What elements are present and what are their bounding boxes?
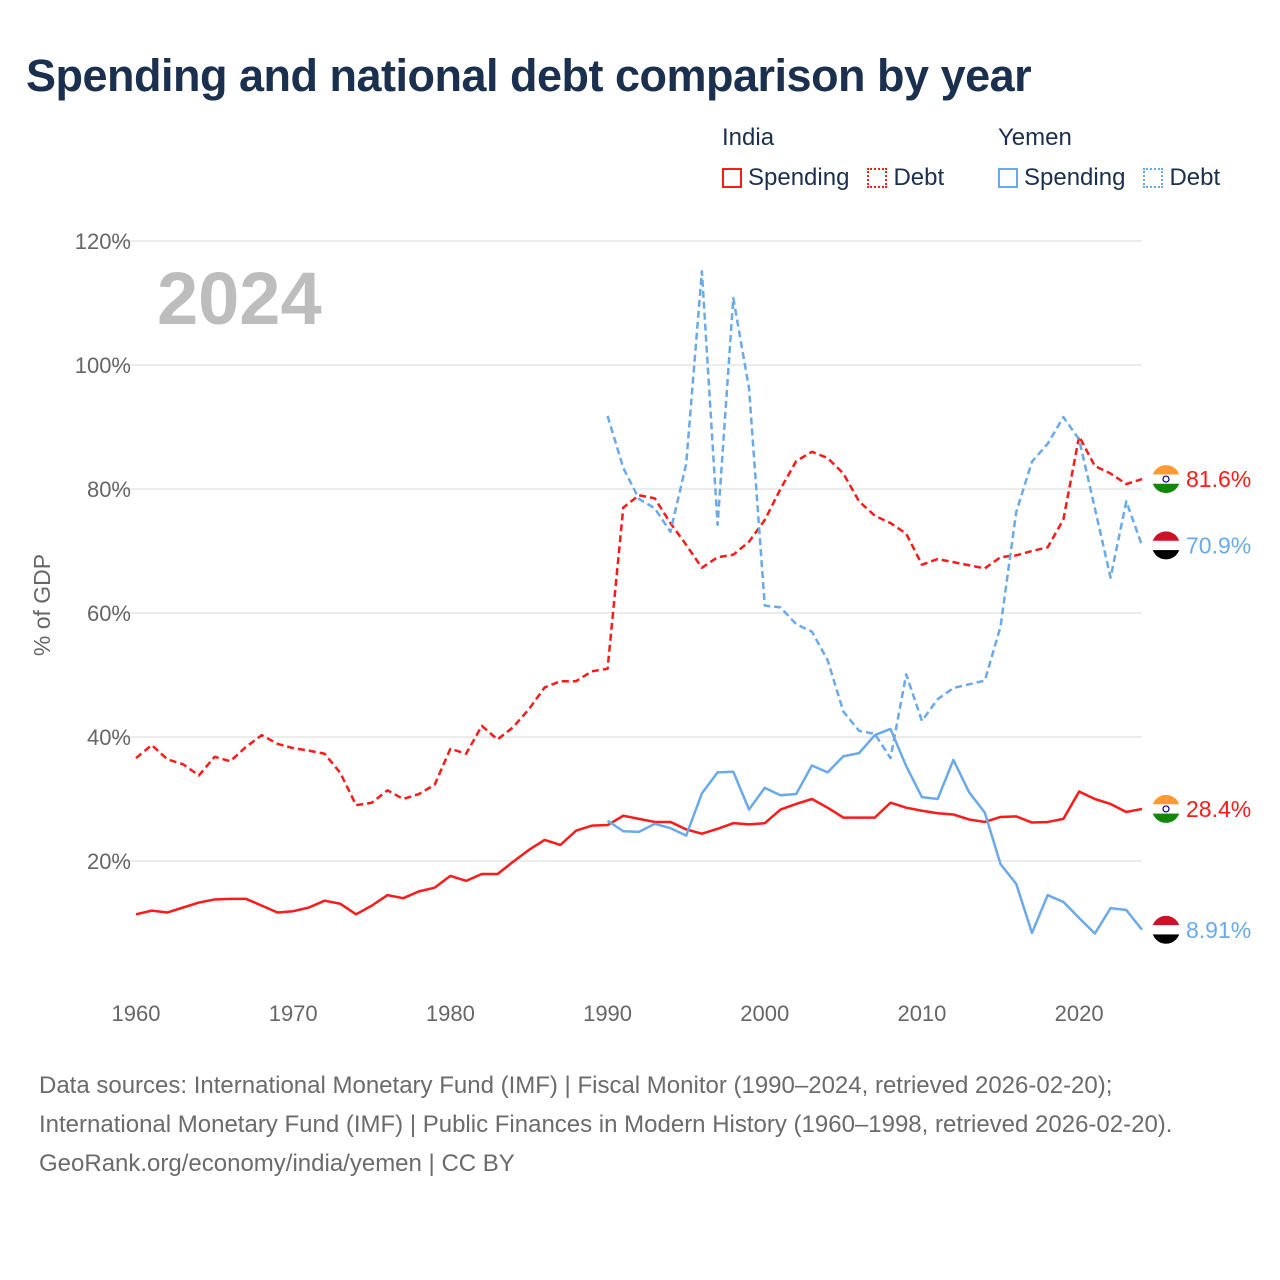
y-tick-label: 120% <box>75 229 131 254</box>
flag-stripe <box>1152 915 1180 926</box>
legend-country-yemen: Yemen <box>998 124 1072 151</box>
series-line-yemen-debt <box>606 270 1144 760</box>
chakra-icon <box>1162 475 1170 483</box>
x-tick-label: 2010 <box>897 1001 946 1026</box>
yemen-flag-icon <box>1152 915 1180 944</box>
yemen-flag-icon <box>1152 531 1180 560</box>
series-line-india-debt <box>135 435 1143 807</box>
solid-swatch-icon <box>998 168 1018 188</box>
data-sources: Data sources: International Monetary Fun… <box>39 1072 1173 1138</box>
series-line-india-spending <box>135 790 1143 916</box>
x-tick-label: 1970 <box>269 1001 318 1026</box>
y-tick-label: 60% <box>87 601 131 626</box>
legend-label: Debt <box>893 164 945 191</box>
end-value-label: 81.6% <box>1186 466 1251 492</box>
flag-stripe <box>1152 794 1180 805</box>
chart-title: Spending and national debt comparison by… <box>26 50 1032 101</box>
source-link[interactable]: GeoRank.org/economy/india/yemen | CC BY <box>39 1150 515 1177</box>
y-tick-label: 100% <box>75 353 131 378</box>
legend-group-yemen: Yemen Spending Debt <box>998 124 1220 195</box>
line-chart: 20% 40% 60% 80% 100% 120% 1960 1970 1980 1990 2000… <box>29 229 1251 1026</box>
india-flag-icon <box>1152 465 1180 494</box>
flag-stripe <box>1152 550 1180 560</box>
flag-stripe <box>1152 925 1180 935</box>
flag-stripe <box>1152 531 1180 542</box>
legend-label: Spending <box>748 164 850 191</box>
y-axis-label: % of GDP <box>29 554 55 656</box>
x-tick-label: 2000 <box>740 1001 789 1026</box>
end-value-label: 8.91% <box>1186 917 1251 943</box>
india-flag-icon <box>1152 794 1180 823</box>
dotted-swatch-icon <box>867 168 888 188</box>
chakra-icon <box>1162 805 1170 813</box>
x-tick-label: 2020 <box>1055 1001 1104 1026</box>
legend-group-india: India Spending Debt <box>722 124 962 195</box>
legend-india-spending[interactable]: Spending <box>722 164 849 192</box>
flag-stripe <box>1152 804 1180 815</box>
end-value-label: 70.9% <box>1186 532 1251 558</box>
y-tick-label: 80% <box>87 477 131 502</box>
solid-swatch-icon <box>722 168 742 188</box>
x-tick-label: 1960 <box>112 1001 161 1026</box>
y-tick-label: 40% <box>87 725 131 750</box>
dotted-swatch-icon <box>1143 168 1164 188</box>
y-tick-label: 20% <box>87 849 131 874</box>
year-watermark: 2024 <box>157 257 322 340</box>
legend-yemen-debt[interactable]: Debt <box>1143 164 1220 192</box>
legend-yemen-spending[interactable]: Spending <box>998 164 1125 192</box>
legend-label: Spending <box>1024 164 1126 191</box>
flag-stripe <box>1152 934 1180 944</box>
flag-stripe <box>1152 465 1180 475</box>
footer: Data sources: International Monetary Fun… <box>39 1066 1239 1183</box>
legend-country-india: India <box>722 124 775 151</box>
x-tick-label: 1990 <box>583 1001 632 1026</box>
x-tick-label: 1980 <box>426 1001 475 1026</box>
end-value-label: 28.4% <box>1186 796 1251 822</box>
legend-label: Debt <box>1169 164 1221 191</box>
flag-stripe <box>1152 474 1180 485</box>
flag-stripe <box>1152 813 1180 823</box>
legend-india-debt[interactable]: Debt <box>867 164 944 192</box>
flag-stripe <box>1152 540 1180 551</box>
series-line-yemen-spending <box>606 727 1143 935</box>
flag-stripe <box>1152 483 1180 494</box>
